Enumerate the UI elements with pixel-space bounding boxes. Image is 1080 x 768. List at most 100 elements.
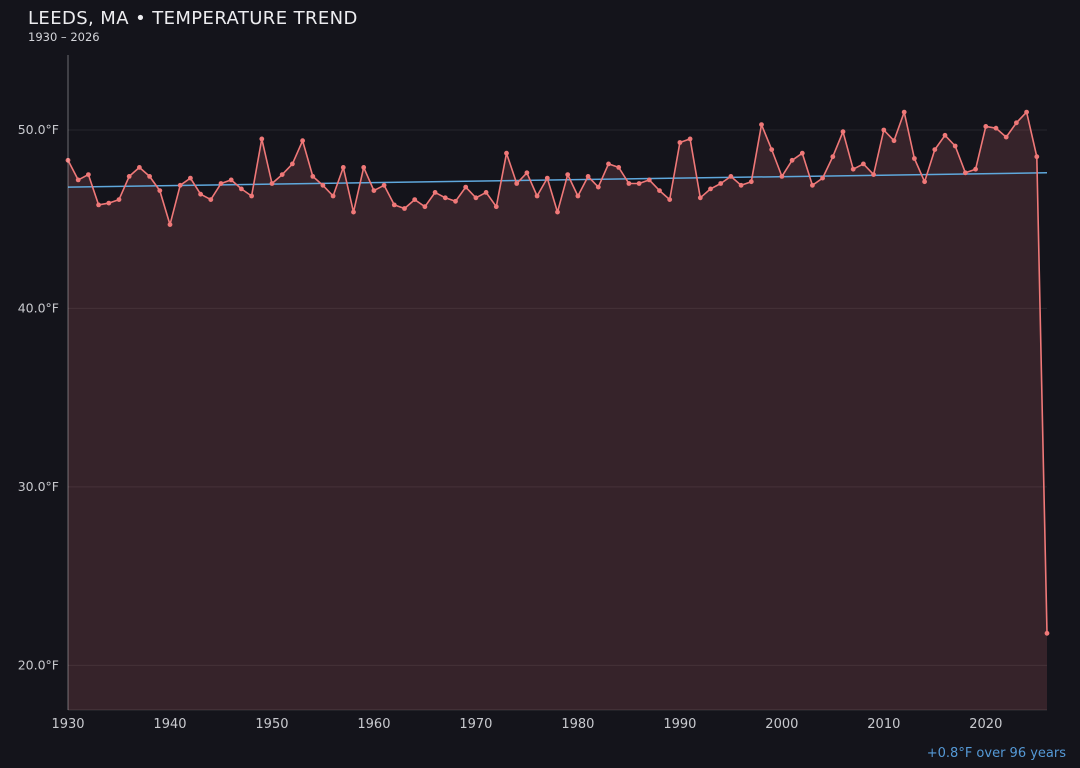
data-point: [932, 147, 938, 153]
data-point: [279, 172, 285, 178]
data-point: [269, 181, 275, 186]
x-tick-label: 1960: [357, 717, 390, 732]
x-tick-labels: 1930 1940 1950 1960 1970 1980 1990 2000 2010 2020: [51, 717, 1002, 732]
data-point: [137, 165, 142, 170]
data-point: [198, 191, 204, 197]
series-area-fill: [68, 112, 1047, 711]
data-point: [973, 166, 978, 172]
data-point: [952, 143, 958, 149]
data-point: [626, 181, 632, 186]
data-point: [463, 184, 469, 190]
x-tick-label: 1970: [459, 717, 492, 732]
data-point: [493, 204, 499, 210]
data-point: [667, 197, 673, 203]
data-point: [728, 174, 734, 179]
data-point: [290, 161, 295, 167]
data-point: [126, 174, 132, 179]
data-point: [1024, 109, 1029, 115]
data-point: [697, 195, 703, 201]
data-point: [983, 124, 989, 129]
data-point: [687, 136, 693, 142]
grid-lines: 20.0°F 30.0°F 40.0°F 50.0°F: [18, 122, 1047, 672]
data-point: [96, 202, 101, 208]
data-point: [901, 109, 907, 115]
data-point: [412, 197, 418, 203]
data-point: [422, 204, 428, 210]
y-tick-label: 50.0°F: [18, 122, 59, 137]
data-point: [177, 182, 183, 188]
data-point: [1014, 120, 1019, 126]
data-point: [861, 161, 866, 167]
data-point: [371, 188, 377, 194]
data-point: [840, 129, 846, 135]
data-point: [208, 197, 214, 203]
data-point: [575, 193, 581, 199]
x-tick-label: 1950: [255, 717, 288, 732]
data-point: [677, 140, 683, 145]
data-point: [963, 170, 968, 176]
data-point: [65, 157, 71, 163]
x-tick-label: 1940: [153, 717, 186, 732]
data-point: [361, 165, 367, 170]
chart-title: LEEDS, MA • TEMPERATURE TREND: [28, 8, 358, 29]
data-point: [657, 188, 662, 194]
data-point: [259, 136, 265, 142]
data-point: [442, 195, 448, 201]
data-point: [106, 200, 112, 206]
data-point: [228, 177, 234, 183]
data-point: [544, 175, 550, 181]
data-point: [555, 209, 560, 215]
data-point: [565, 172, 571, 178]
data-point: [473, 195, 479, 201]
data-point: [249, 193, 255, 199]
data-point: [779, 174, 785, 179]
data-point: [769, 147, 775, 153]
data-point: [718, 181, 724, 186]
data-point: [320, 182, 326, 188]
data-point: [351, 209, 356, 215]
data-point: [912, 156, 917, 161]
data-point: [1034, 154, 1040, 160]
data-point: [616, 165, 622, 170]
y-tick-label: 40.0°F: [18, 300, 59, 315]
data-point: [738, 182, 744, 188]
data-point: [514, 181, 520, 186]
data-point: [534, 193, 540, 199]
data-point: [147, 174, 153, 179]
data-point: [789, 157, 795, 163]
data-point: [330, 193, 336, 199]
data-point: [116, 197, 122, 203]
data-point: [922, 179, 927, 185]
data-point: [748, 179, 754, 185]
data-point: [993, 125, 999, 131]
data-point: [881, 127, 887, 133]
data-point: [1003, 134, 1009, 140]
data-point: [340, 165, 346, 170]
chart-subtitle: 1930 – 2026: [28, 30, 100, 44]
data-point: [891, 138, 897, 144]
data-point: [432, 190, 438, 195]
x-tick-label: 1980: [561, 717, 594, 732]
x-tick-label: 2020: [969, 717, 1002, 732]
data-point: [391, 202, 397, 208]
data-point: [218, 181, 224, 186]
data-point: [799, 150, 805, 156]
data-point: [188, 175, 193, 181]
data-point: [708, 186, 713, 192]
data-point: [453, 198, 458, 204]
y-tick-label: 30.0°F: [18, 479, 59, 494]
x-tick-label: 1930: [51, 717, 84, 732]
data-point: [483, 190, 489, 195]
data-point: [1044, 630, 1050, 636]
data-point: [820, 175, 825, 181]
data-point: [646, 177, 652, 183]
data-point: [157, 188, 163, 194]
data-points: [65, 109, 1050, 636]
data-point: [850, 166, 856, 172]
data-point: [524, 170, 530, 176]
data-point: [606, 161, 611, 167]
data-point: [167, 222, 173, 228]
data-point: [585, 174, 591, 179]
data-point: [402, 206, 407, 211]
